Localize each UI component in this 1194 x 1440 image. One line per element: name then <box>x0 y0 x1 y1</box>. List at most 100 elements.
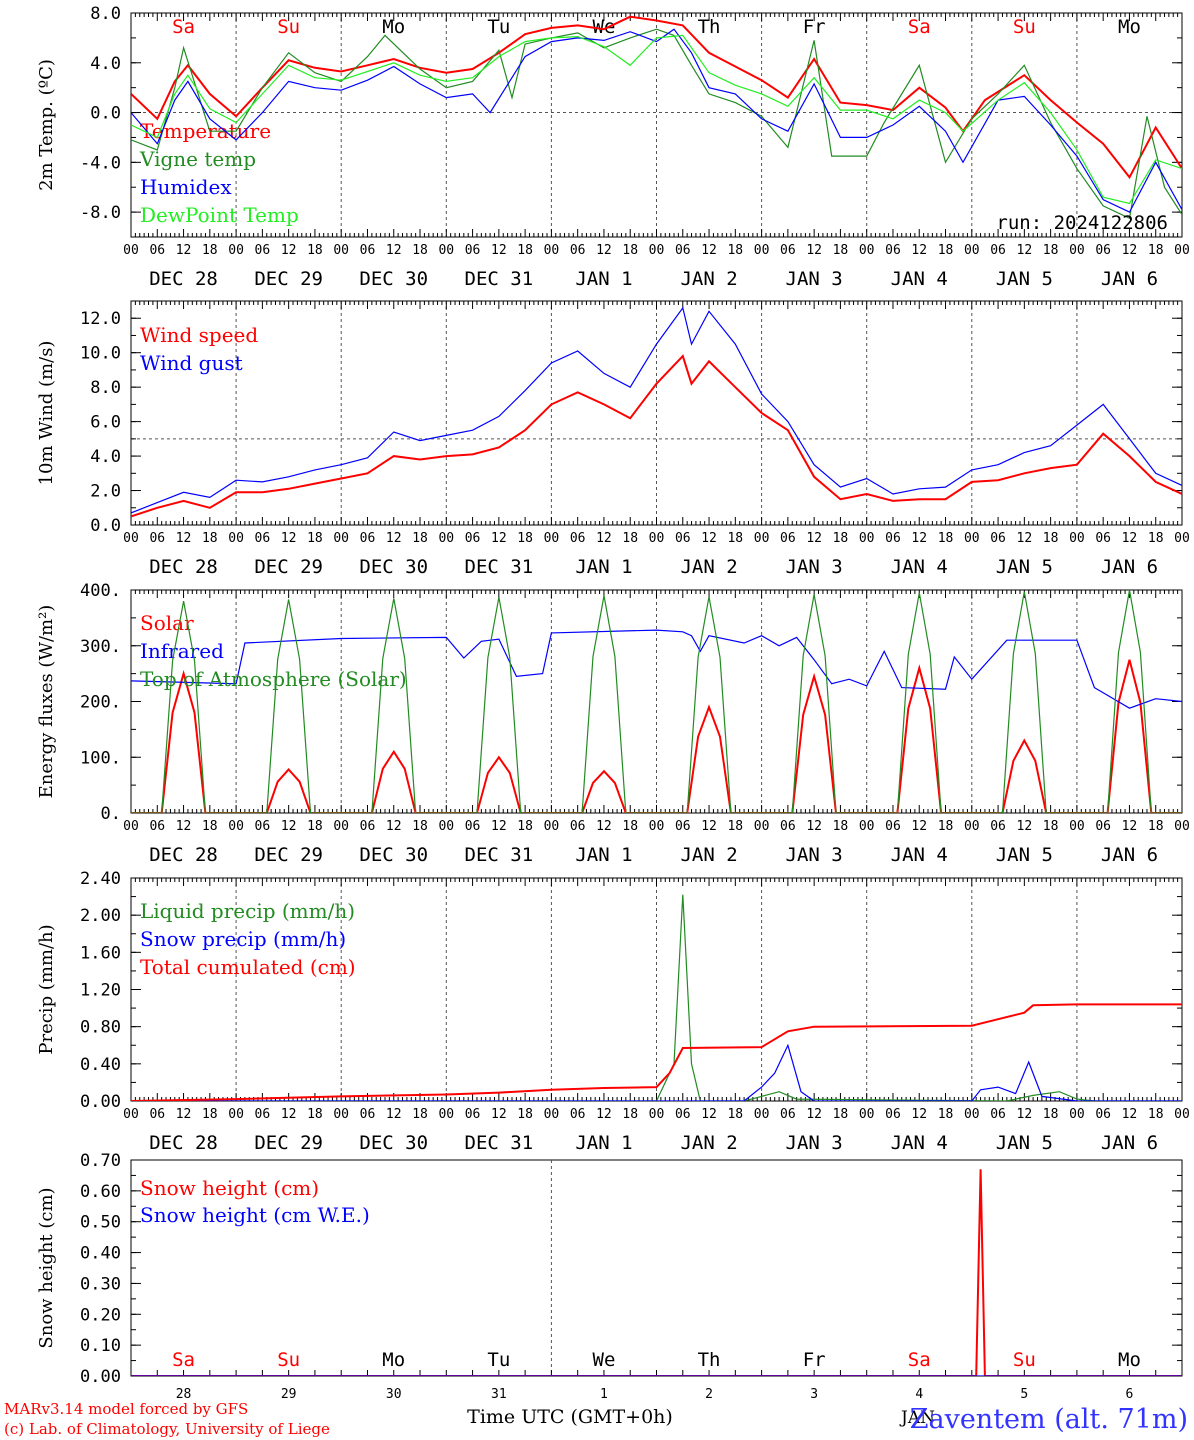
weekday-label: Th <box>698 1349 721 1371</box>
hour-label: 06 <box>360 243 376 258</box>
y-tick-label: 2.0 <box>90 482 121 502</box>
series-line-red <box>131 354 1182 518</box>
hour-label: 06 <box>1095 1107 1111 1122</box>
day-label: JAN 2 <box>680 844 737 866</box>
y-tick-label: 6.0 <box>90 413 121 433</box>
x-axis-title: Time UTC (GMT+0h) <box>467 1406 673 1428</box>
station-title: Zaventem (alt. 71m) <box>910 1404 1188 1435</box>
legend-entry: Snow height (cm) <box>140 1176 319 1200</box>
hour-label: 06 <box>990 243 1006 258</box>
day-number-label: 29 <box>281 1387 297 1402</box>
hour-label: 06 <box>570 1107 586 1122</box>
hour-label: 18 <box>412 819 428 834</box>
y-tick-label: 12.0 <box>80 309 121 329</box>
hour-label: 06 <box>149 243 165 258</box>
weekday-label: Su <box>277 1349 300 1371</box>
y-tick-label: 0.40 <box>80 1055 121 1075</box>
day-label: JAN 3 <box>786 1132 843 1154</box>
y-tick-label: 300. <box>80 637 121 657</box>
hour-label: 12 <box>1017 243 1033 258</box>
weekday-label: Su <box>1013 1349 1036 1371</box>
hour-label: 12 <box>911 819 927 834</box>
hour-label: 00 <box>859 243 875 258</box>
hour-label: 00 <box>333 819 349 834</box>
weekday-label: Mo <box>382 16 405 38</box>
y-tick-label: 8.0 <box>90 4 121 24</box>
day-label: JAN 6 <box>1101 1132 1158 1154</box>
hour-label: 12 <box>281 1107 297 1122</box>
hour-label: 12 <box>491 1107 507 1122</box>
legend-entry: Liquid precip (mm/h) <box>140 899 355 923</box>
weekday-label: Sa <box>908 1349 931 1371</box>
hour-label: 18 <box>727 531 743 546</box>
series-line-green <box>131 590 1182 813</box>
hour-label: 06 <box>255 243 271 258</box>
hour-label: 00 <box>438 819 454 834</box>
hour-label: 12 <box>806 819 822 834</box>
y-tick-label: 0.10 <box>80 1336 121 1356</box>
day-label: JAN 4 <box>891 1132 948 1154</box>
day-label: DEC 29 <box>254 556 323 578</box>
y-tick-label: 0.0 <box>90 104 121 124</box>
weekday-label: Tu <box>487 1349 510 1371</box>
hour-label: 12 <box>1017 1107 1033 1122</box>
hour-label: 12 <box>491 819 507 834</box>
hour-label: 06 <box>570 819 586 834</box>
day-label: JAN 1 <box>575 268 632 290</box>
day-number-label: 4 <box>915 1387 923 1402</box>
hour-label: 18 <box>622 531 638 546</box>
hour-label: 00 <box>964 1107 980 1122</box>
day-label: JAN 4 <box>891 268 948 290</box>
legend-entry: Solar <box>140 611 194 635</box>
hour-label: 00 <box>123 1107 139 1122</box>
y-tick-label: 0.00 <box>80 1092 121 1112</box>
hour-label: 00 <box>228 1107 244 1122</box>
day-label: DEC 29 <box>254 844 323 866</box>
hour-label: 00 <box>649 819 665 834</box>
hour-label: 18 <box>622 819 638 834</box>
hour-label: 18 <box>1148 819 1164 834</box>
hour-label: 06 <box>780 243 796 258</box>
hour-label: 06 <box>465 1107 481 1122</box>
hour-label: 00 <box>964 531 980 546</box>
hour-label: 18 <box>938 1107 954 1122</box>
day-number-label: 30 <box>386 1387 402 1402</box>
legend-entry: DewPoint Temp <box>140 203 299 227</box>
hour-label: 12 <box>386 1107 402 1122</box>
hour-label: 00 <box>123 819 139 834</box>
hour-label: 12 <box>1122 819 1138 834</box>
day-label: JAN 6 <box>1101 844 1158 866</box>
y-tick-label: 2.00 <box>80 906 121 926</box>
hour-label: 00 <box>649 243 665 258</box>
hour-label: 06 <box>465 243 481 258</box>
day-label: JAN 2 <box>680 268 737 290</box>
legend-entry: Humidex <box>140 175 232 199</box>
hour-label: 12 <box>806 1107 822 1122</box>
hour-label: 18 <box>307 531 323 546</box>
hour-label: 06 <box>1095 531 1111 546</box>
hour-label: 12 <box>491 243 507 258</box>
hour-label: 18 <box>938 819 954 834</box>
day-number-label: 1 <box>600 1387 608 1402</box>
hour-label: 00 <box>859 531 875 546</box>
day-label: DEC 28 <box>149 268 218 290</box>
hour-label: 18 <box>833 243 849 258</box>
day-label: DEC 30 <box>359 268 428 290</box>
hour-label: 12 <box>176 531 192 546</box>
hour-label: 12 <box>281 243 297 258</box>
hour-label: 06 <box>360 819 376 834</box>
hour-label: 18 <box>1043 243 1059 258</box>
hour-label: 00 <box>544 1107 560 1122</box>
y-tick-label: 0.30 <box>80 1274 121 1294</box>
series-line-blue <box>131 1043 1182 1101</box>
y-tick-label: -8.0 <box>80 203 121 223</box>
series-line-green <box>131 28 1182 220</box>
day-label: JAN 6 <box>1101 268 1158 290</box>
weekday-label: Sa <box>908 16 931 38</box>
weekday-label: Sa <box>172 1349 195 1371</box>
hour-label: 06 <box>675 819 691 834</box>
y-tick-label: 0.60 <box>80 1182 121 1202</box>
legend-entry: Top of Atmosphere (Solar) <box>140 667 407 691</box>
hour-label: 00 <box>228 531 244 546</box>
